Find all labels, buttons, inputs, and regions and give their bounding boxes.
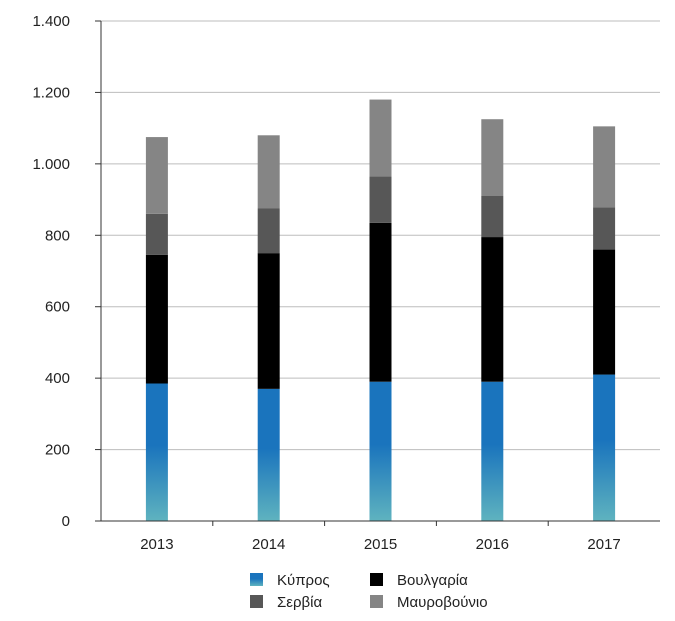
bar-segment xyxy=(593,374,616,521)
x-tick-label: 2016 xyxy=(476,536,509,553)
y-axis-ticks: 0 200 400 600 800 1.000 1.200 1.400 xyxy=(32,13,101,530)
x-tick-label: 2015 xyxy=(364,536,397,553)
bar-segment xyxy=(145,213,168,255)
x-tick-label: 2013 xyxy=(140,536,173,553)
bar-segment xyxy=(481,119,504,196)
bar-segment xyxy=(257,135,280,209)
x-axis-ticks: 2013 2014 2015 2016 2017 xyxy=(140,521,621,553)
legend-swatch xyxy=(370,595,383,608)
bar-segment xyxy=(481,237,504,382)
y-tick-label: 1.200 xyxy=(32,84,70,101)
bar-segment xyxy=(369,381,392,521)
bar-segment xyxy=(369,176,392,223)
bar-segment xyxy=(145,137,168,214)
y-tick-label: 1.400 xyxy=(32,13,70,30)
bars xyxy=(145,99,616,521)
axes xyxy=(100,21,660,522)
legend-label: Σερβία xyxy=(277,594,322,611)
legend-label: Βουλγαρία xyxy=(397,572,468,589)
legend: Κύπρος Βουλγαρία Σερβία Μαυροβούνιο xyxy=(250,572,488,611)
legend-swatch xyxy=(370,573,383,586)
bar-segment xyxy=(593,207,616,250)
bar-segment xyxy=(369,222,392,382)
y-tick-label: 200 xyxy=(45,442,70,459)
x-tick-label: 2017 xyxy=(587,536,620,553)
y-tick-label: 800 xyxy=(45,227,70,244)
bar-segment xyxy=(481,381,504,521)
bar-segment xyxy=(593,126,616,208)
bar-segment xyxy=(257,253,280,389)
legend-swatch xyxy=(250,573,263,586)
legend-label: Μαυροβούνιο xyxy=(397,594,488,611)
y-tick-label: 0 xyxy=(62,513,70,530)
bar-segment xyxy=(145,383,168,521)
x-tick-label: 2014 xyxy=(252,536,285,553)
legend-swatch xyxy=(250,595,263,608)
bar-segment xyxy=(369,99,392,177)
bar-segment xyxy=(257,388,280,521)
y-tick-label: 1.000 xyxy=(32,156,70,173)
bar-segment xyxy=(593,249,616,375)
bar-segment xyxy=(257,208,280,254)
y-tick-label: 600 xyxy=(45,299,70,316)
bar-segment xyxy=(481,196,504,238)
y-tick-label: 400 xyxy=(45,370,70,387)
bar-segment xyxy=(145,254,168,384)
legend-label: Κύπρος xyxy=(277,572,330,589)
